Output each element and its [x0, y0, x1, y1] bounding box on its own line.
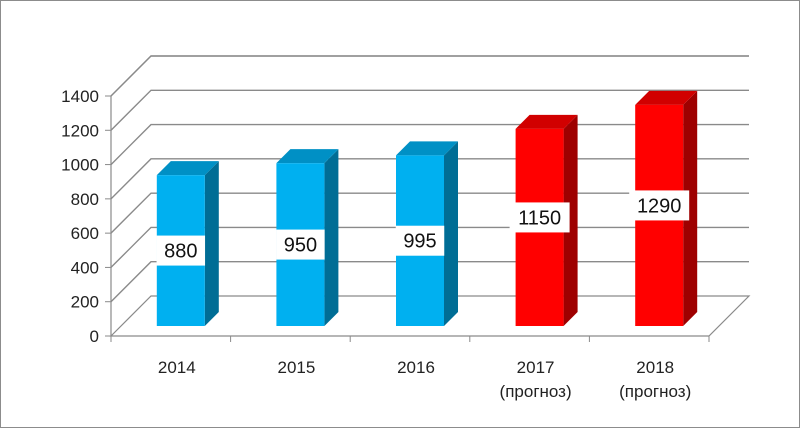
data-label-text: 880	[164, 241, 197, 263]
x-category-label: 2017	[517, 358, 555, 377]
data-label-box	[395, 225, 445, 256]
data-label-text: 950	[284, 235, 317, 257]
data-label-box	[276, 229, 325, 260]
y-tick-label: 1400	[61, 87, 99, 106]
bar-side	[563, 114, 578, 326]
data-label: 995	[395, 225, 445, 256]
x-category-label: (прогноз)	[500, 382, 572, 401]
y-tick-label: 200	[71, 293, 99, 312]
y-tick-label: 800	[71, 190, 99, 209]
data-label-box	[509, 202, 570, 233]
bar-top	[396, 141, 458, 156]
y-tick-label: 400	[71, 258, 99, 277]
bar-side	[324, 149, 339, 326]
y-tick-label: 1000	[61, 156, 99, 175]
data-label-box	[629, 190, 690, 221]
gridline	[110, 89, 749, 131]
data-label: 1290	[629, 190, 690, 221]
bar-top	[515, 114, 578, 129]
bar-side	[683, 90, 698, 326]
bar-top	[276, 149, 339, 164]
x-category-label: 2016	[397, 358, 435, 377]
data-label-text: 995	[403, 231, 436, 253]
data-label: 880	[156, 235, 206, 266]
y-tick-label: 0	[90, 327, 99, 346]
x-category-label: (прогноз)	[619, 382, 691, 401]
bar-side	[204, 161, 219, 326]
x-category-label: 2014	[158, 358, 196, 377]
x-category-label: 2018	[636, 358, 674, 377]
bar-side	[444, 141, 458, 326]
data-label-text: 1150	[518, 207, 561, 229]
x-category-label: 2015	[277, 358, 315, 377]
bar-top	[635, 90, 698, 105]
gridline	[110, 55, 749, 97]
data-label: 1150	[509, 202, 570, 233]
data-label-text: 1290	[637, 195, 682, 217]
y-tick-label: 600	[71, 224, 99, 243]
data-label-box	[156, 235, 206, 266]
data-label: 950	[276, 229, 325, 260]
bar-top	[156, 161, 219, 176]
y-tick-label: 1200	[61, 121, 99, 140]
